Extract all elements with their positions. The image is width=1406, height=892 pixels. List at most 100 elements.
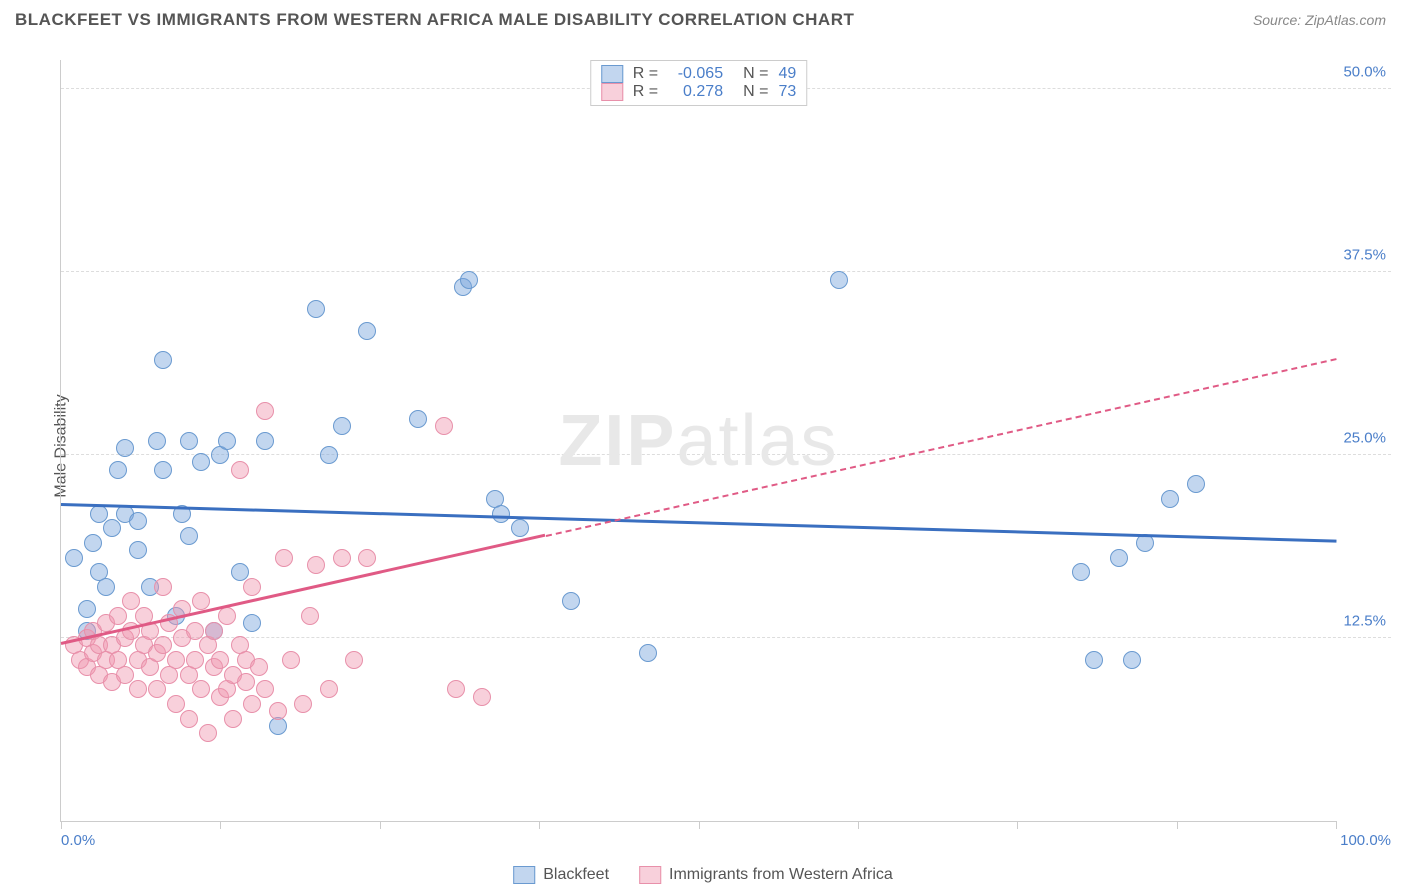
data-point [109, 607, 127, 625]
data-point [639, 644, 657, 662]
n-value: 49 [778, 65, 796, 83]
data-point [1187, 475, 1205, 493]
data-point [129, 680, 147, 698]
n-label: N = [743, 65, 768, 83]
data-point [199, 724, 217, 742]
data-point [243, 614, 261, 632]
data-point [167, 695, 185, 713]
legend-swatch [639, 866, 661, 884]
data-point [218, 432, 236, 450]
data-point [154, 578, 172, 596]
data-point [243, 695, 261, 713]
plot-area: ZIPatlas R =-0.065N =49R =0.278N =73 12.… [60, 60, 1336, 822]
x-tick [1017, 821, 1018, 829]
data-point [492, 505, 510, 523]
data-point [256, 402, 274, 420]
data-point [167, 651, 185, 669]
data-point [192, 592, 210, 610]
data-point [218, 607, 236, 625]
legend-swatch [513, 866, 535, 884]
data-point [250, 658, 268, 676]
data-point [562, 592, 580, 610]
data-point [148, 680, 166, 698]
data-point [122, 592, 140, 610]
y-tick-label: 50.0% [1343, 64, 1386, 81]
data-point [129, 541, 147, 559]
stats-legend: R = -0.065 N = 49 R = 0.278 N = 73 [590, 60, 807, 106]
data-point [243, 578, 261, 596]
gridline [61, 454, 1391, 455]
data-point [301, 607, 319, 625]
data-point [180, 432, 198, 450]
data-point [294, 695, 312, 713]
data-point [186, 651, 204, 669]
data-point [358, 322, 376, 340]
data-point [180, 710, 198, 728]
x-tick [1177, 821, 1178, 829]
data-point [154, 461, 172, 479]
x-tick [858, 821, 859, 829]
data-point [148, 432, 166, 450]
chart-source: Source: ZipAtlas.com [1253, 12, 1386, 28]
data-point [282, 651, 300, 669]
data-point [830, 271, 848, 289]
y-tick-label: 25.0% [1343, 430, 1386, 447]
data-point [116, 666, 134, 684]
data-point [333, 549, 351, 567]
data-point [129, 512, 147, 530]
legend-item: Blackfeet [513, 866, 609, 884]
x-tick [380, 821, 381, 829]
n-label: N = [743, 83, 768, 101]
data-point [154, 351, 172, 369]
r-label: R = [633, 65, 658, 83]
chart-container: Male Disability ZIPatlas R =-0.065N =49R… [15, 45, 1391, 847]
data-point [109, 461, 127, 479]
data-point [460, 271, 478, 289]
data-point [90, 505, 108, 523]
data-point [269, 702, 287, 720]
stats-legend-row: R = 0.278 N = 73 [601, 83, 796, 101]
data-point [307, 300, 325, 318]
data-point [205, 622, 223, 640]
data-point [1161, 490, 1179, 508]
data-point [473, 688, 491, 706]
trend-line [545, 358, 1336, 537]
n-value: 73 [778, 83, 796, 101]
data-point [116, 439, 134, 457]
data-point [1072, 563, 1090, 581]
watermark: ZIPatlas [558, 400, 838, 482]
data-point [256, 680, 274, 698]
data-point [231, 461, 249, 479]
data-point [65, 549, 83, 567]
data-point [447, 680, 465, 698]
data-point [1123, 651, 1141, 669]
data-point [1110, 549, 1128, 567]
r-label: R = [633, 83, 658, 101]
data-point [409, 410, 427, 428]
data-point [511, 519, 529, 537]
legend-swatch [601, 83, 623, 101]
x-tick [699, 821, 700, 829]
x-tick [61, 821, 62, 829]
y-tick-label: 12.5% [1343, 613, 1386, 630]
data-point [180, 527, 198, 545]
r-value: -0.065 [668, 65, 723, 83]
data-point [1085, 651, 1103, 669]
stats-legend-row: R = -0.065 N = 49 [601, 65, 796, 83]
data-point [256, 432, 274, 450]
data-point [154, 636, 172, 654]
chart-title: BLACKFEET VS IMMIGRANTS FROM WESTERN AFR… [15, 10, 854, 30]
data-point [275, 549, 293, 567]
gridline [61, 637, 1391, 638]
r-value: 0.278 [668, 83, 723, 101]
data-point [320, 446, 338, 464]
data-point [78, 600, 96, 618]
data-point [192, 453, 210, 471]
data-point [435, 417, 453, 435]
x-tick [539, 821, 540, 829]
data-point [211, 651, 229, 669]
data-point [307, 556, 325, 574]
x-tick [220, 821, 221, 829]
data-point [224, 710, 242, 728]
data-point [320, 680, 338, 698]
